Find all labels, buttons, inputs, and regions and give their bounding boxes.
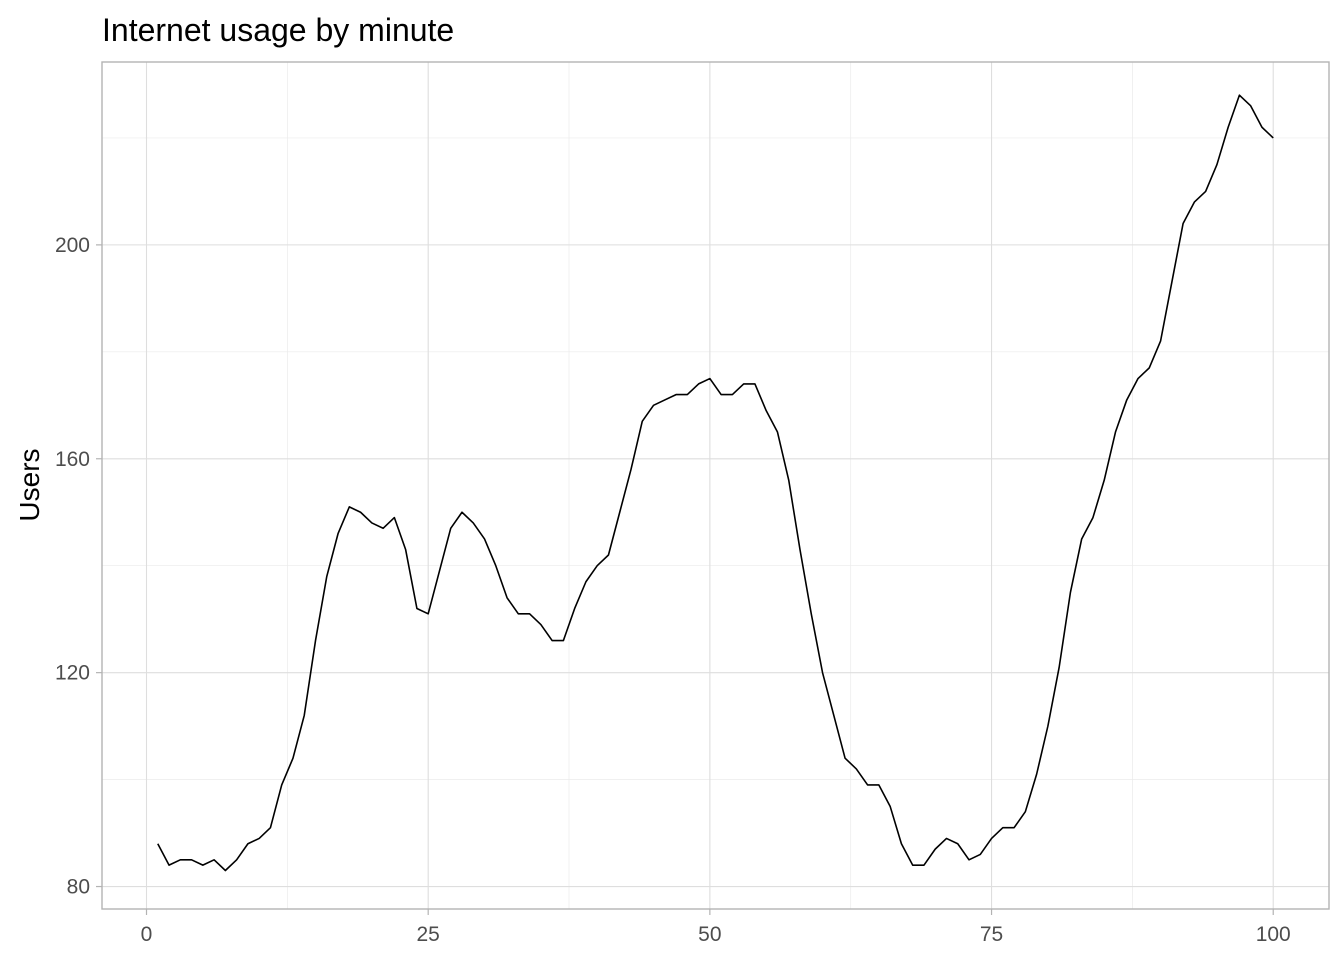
users-line <box>157 94 1274 872</box>
x-tick-label: 50 <box>698 923 721 946</box>
major-gridlines <box>102 62 1329 909</box>
x-tick-label: 75 <box>980 923 1003 946</box>
y-tick-label: 120 <box>55 662 90 685</box>
y-axis-title: Users <box>14 448 45 521</box>
chart-title: Internet usage by minute <box>102 12 454 48</box>
y-axis: 80 120 160 200 <box>55 234 102 899</box>
x-tick-label: 25 <box>417 923 440 946</box>
plot-panel-border <box>101 61 1330 910</box>
series-users <box>157 94 1274 872</box>
y-tick-label: 80 <box>67 876 90 899</box>
y-tick-label: 200 <box>55 234 90 257</box>
x-tick-label: 0 <box>141 923 153 946</box>
y-tick-label: 160 <box>55 448 90 471</box>
x-axis: 0 25 50 75 100 <box>141 909 1291 946</box>
minor-gridlines <box>102 62 1329 909</box>
x-tick-label: 100 <box>1256 923 1291 946</box>
